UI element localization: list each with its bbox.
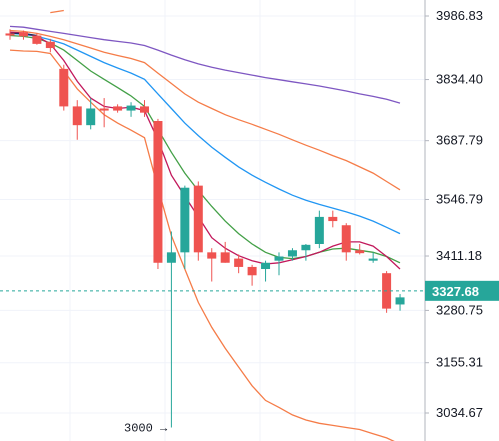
current-price-badge: 3327.68: [425, 280, 499, 301]
candle-body-up: [287, 250, 297, 257]
tick-label: 3687.79: [436, 133, 483, 148]
current-price-label: 3327.68: [432, 284, 479, 299]
current-price-badge-bg: [425, 280, 499, 301]
candle-body-down: [45, 41, 55, 49]
candle-body-down: [234, 258, 244, 267]
candle-body-down: [113, 106, 123, 111]
candle-body-down: [193, 185, 203, 253]
series-line: [9, 29, 401, 191]
candle-body-down: [32, 35, 42, 44]
series-line: [9, 32, 401, 235]
candle-body-up: [126, 105, 136, 111]
series-line: [9, 34, 401, 264]
tick-label: 3155.31: [436, 355, 483, 370]
tick-label: 3411.18: [436, 248, 482, 263]
price-axis-ticks: 3986.83 3834.40 3687.79 3546.79 3411.18 3280.…: [425, 8, 483, 420]
candle-body-up: [274, 256, 284, 261]
series-line: [9, 25, 401, 104]
candle-body-down: [153, 120, 163, 263]
series-line: [50, 9, 64, 14]
tick-label: 3034.67: [436, 405, 483, 420]
candles[interactable]: [5, 29, 405, 428]
candle-body-down: [18, 32, 28, 37]
candle-body-down: [220, 252, 230, 263]
candle-body-down: [72, 106, 82, 126]
moving-average-lines: [9, 9, 401, 441]
candle-body-down: [140, 106, 149, 113]
tick-label: 3546.79: [436, 191, 483, 206]
candle-body-up: [166, 252, 176, 263]
series-line: [9, 49, 395, 441]
candle-body-down: [355, 250, 365, 254]
candle-body-up: [301, 244, 311, 251]
series-line: [9, 31, 401, 270]
candle-body-up: [368, 258, 378, 261]
candle-body-down: [5, 33, 15, 36]
candle-body-down: [247, 266, 257, 276]
candle-body-down: [59, 68, 69, 107]
candle-body-up: [261, 262, 271, 270]
low-annotation: 3000 →: [124, 421, 168, 435]
candle-body-down: [99, 108, 109, 111]
candle-body-up: [395, 297, 405, 305]
tick-label: 3986.83: [436, 8, 483, 23]
tick-label: 3834.40: [436, 72, 483, 87]
candle-body-down: [341, 225, 351, 253]
candle-body-down: [328, 216, 338, 222]
candle-body-up: [314, 216, 324, 244]
candle-body-up: [86, 108, 96, 126]
candle-body-down: [207, 252, 217, 259]
tick-label: 3280.75: [436, 302, 483, 317]
candle-body-up: [180, 187, 190, 253]
